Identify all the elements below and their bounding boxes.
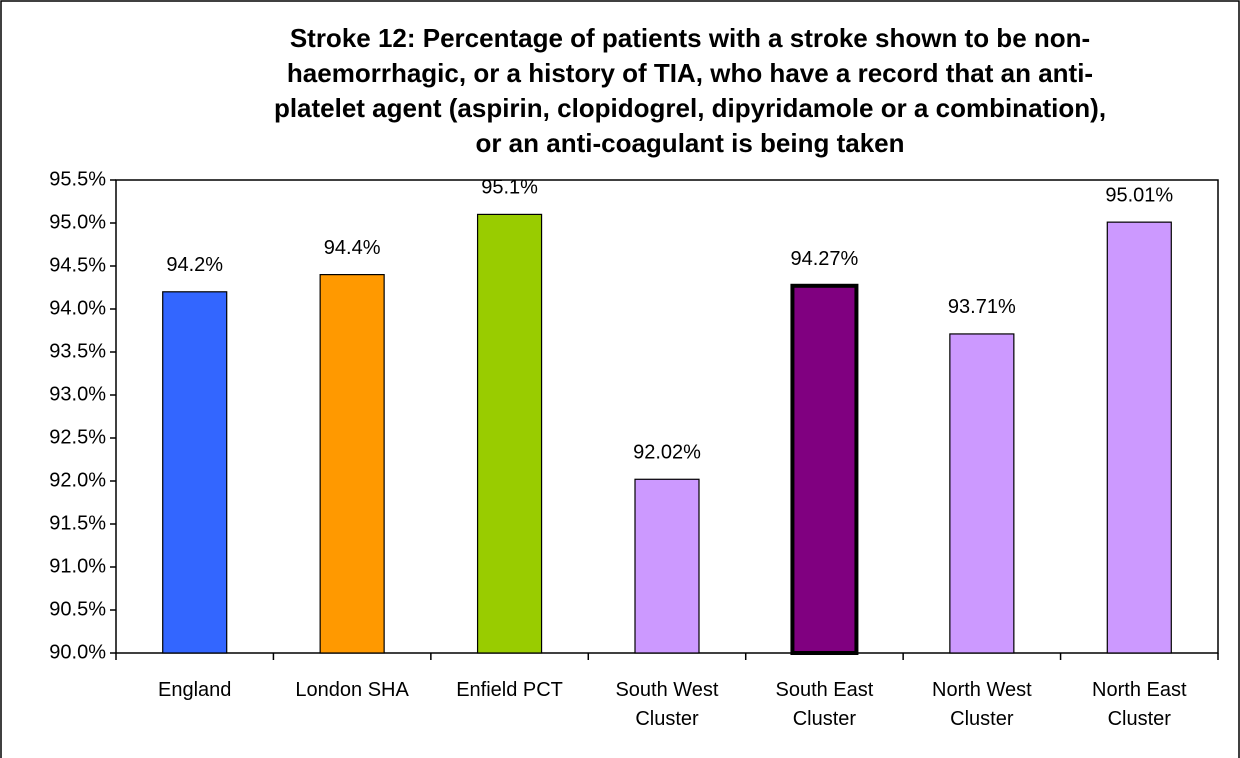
value-label: 93.71%: [948, 296, 1016, 318]
y-tick-label: 93.0%: [49, 383, 106, 405]
x-tick-label: Enfield PCT: [456, 679, 563, 701]
bar: [634, 478, 700, 654]
y-tick-label: 94.5%: [49, 254, 106, 276]
y-tick-label: 91.0%: [49, 555, 106, 577]
value-label: 94.27%: [791, 248, 859, 270]
value-label: 95.1%: [481, 177, 538, 199]
y-tick-label: 90.5%: [49, 598, 106, 620]
y-tick-label: 92.5%: [49, 426, 106, 448]
x-tick-label: England: [158, 679, 232, 701]
bar: [790, 283, 859, 655]
bar: [949, 333, 1015, 654]
y-tick-label: 93.5%: [49, 340, 106, 362]
chart-title: haemorrhagic, or a history of TIA, who h…: [287, 58, 1093, 88]
value-label: 94.2%: [166, 254, 223, 276]
x-tick-label: London SHA: [295, 679, 409, 701]
value-label: 92.02%: [633, 442, 701, 464]
x-tick-label: North East Cluster: [1092, 679, 1187, 730]
y-tick-label: 94.0%: [49, 297, 106, 319]
y-tick-label: 95.0%: [49, 211, 106, 233]
y-tick-label: 92.0%: [49, 469, 106, 491]
y-tick-label: 91.5%: [49, 512, 106, 534]
y-tick-label: 95.5%: [49, 168, 106, 190]
x-tick-label: South West Cluster: [615, 679, 719, 730]
bar: [319, 274, 385, 654]
bar: [162, 291, 228, 654]
chart-title: platelet agent (aspirin, clopidogrel, di…: [274, 93, 1106, 123]
y-tick-label: 90.0%: [49, 641, 106, 663]
x-tick-label: North West Cluster: [932, 679, 1032, 730]
value-label: 95.01%: [1105, 184, 1173, 206]
chart-title: Stroke 12: Percentage of patients with a…: [290, 23, 1090, 53]
value-label: 94.4%: [324, 237, 381, 259]
x-tick-label: South East Cluster: [775, 679, 874, 730]
chart-title: or an anti-coagulant is being taken: [475, 128, 904, 158]
bar: [1106, 221, 1172, 654]
bar: [476, 213, 543, 654]
